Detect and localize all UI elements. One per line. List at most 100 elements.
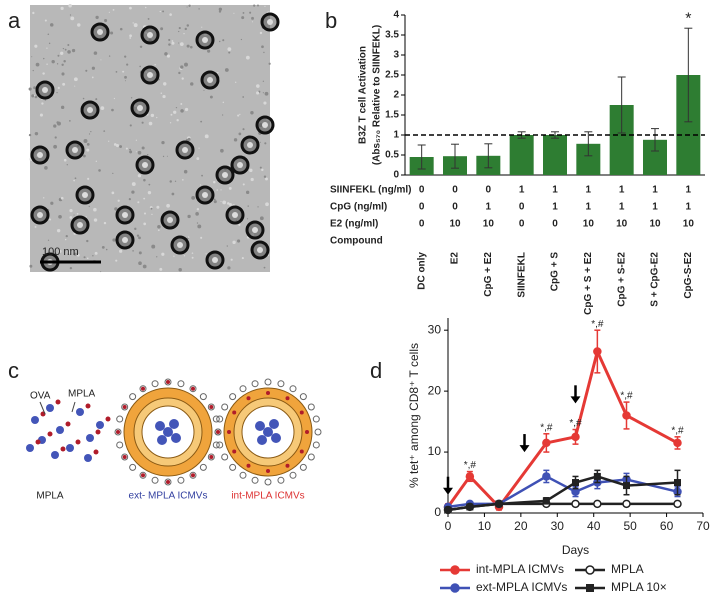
particle bbox=[72, 147, 78, 153]
table-cell: 1 bbox=[486, 202, 492, 213]
speckle bbox=[218, 7, 223, 11]
speckle bbox=[142, 264, 147, 269]
speckle bbox=[119, 249, 123, 253]
adjuvant bbox=[246, 396, 251, 401]
table-cell: 10 bbox=[583, 219, 595, 230]
adjuvant bbox=[299, 410, 304, 415]
speckle bbox=[29, 264, 33, 268]
speckle bbox=[143, 197, 146, 200]
surface-lipid bbox=[314, 428, 322, 436]
speckle bbox=[66, 250, 71, 255]
surface-lipid bbox=[221, 453, 229, 461]
speckle bbox=[265, 177, 268, 181]
particle bbox=[90, 22, 110, 42]
speckle bbox=[170, 113, 173, 116]
speckle bbox=[85, 216, 87, 218]
speckle bbox=[159, 267, 163, 271]
speckle bbox=[86, 239, 89, 243]
adjuvant bbox=[75, 439, 81, 445]
table-cell: 0 bbox=[452, 202, 458, 213]
speckle bbox=[139, 45, 143, 49]
speckle bbox=[228, 186, 232, 190]
bar bbox=[509, 135, 534, 175]
micrograph-background bbox=[30, 5, 270, 272]
speckle bbox=[33, 86, 37, 90]
speckle bbox=[148, 183, 151, 186]
speckle bbox=[60, 6, 64, 11]
speckle bbox=[186, 6, 188, 8]
speckle bbox=[32, 69, 34, 72]
particle bbox=[267, 19, 273, 25]
speckle bbox=[191, 195, 196, 200]
speckle bbox=[162, 155, 165, 158]
speckle bbox=[35, 62, 40, 67]
speckle bbox=[268, 62, 271, 65]
speckle bbox=[200, 120, 203, 123]
speckle bbox=[129, 34, 132, 38]
speckle bbox=[246, 218, 249, 220]
speckle bbox=[233, 12, 235, 14]
speckle bbox=[63, 158, 67, 162]
speckle bbox=[224, 68, 229, 72]
surface-lipid bbox=[216, 441, 224, 449]
diagram-label: int-MPLA ICMVs bbox=[231, 491, 304, 502]
speckle bbox=[259, 216, 264, 221]
speckle bbox=[54, 136, 57, 139]
speckle bbox=[147, 190, 152, 195]
speckle bbox=[263, 51, 265, 54]
speckle bbox=[143, 178, 146, 182]
speckle bbox=[56, 63, 59, 65]
particle bbox=[140, 65, 160, 85]
speckle bbox=[144, 6, 147, 9]
surface-lipid bbox=[151, 476, 159, 484]
speckle bbox=[264, 142, 267, 145]
speckle bbox=[169, 13, 172, 16]
particle bbox=[207, 77, 213, 83]
adjuvant bbox=[95, 429, 101, 435]
category-label: CpG-S-E2 bbox=[683, 252, 694, 299]
speckle bbox=[100, 59, 102, 61]
speckle bbox=[218, 10, 222, 13]
antigen bbox=[157, 435, 167, 445]
speckle bbox=[164, 52, 168, 56]
surface-lipid bbox=[264, 478, 272, 486]
injection-arrow-head bbox=[519, 445, 530, 453]
speckle bbox=[191, 256, 194, 259]
panel-label: c bbox=[8, 358, 19, 383]
adjuvant bbox=[209, 405, 214, 409]
antigen bbox=[263, 427, 273, 437]
speckle bbox=[245, 190, 250, 195]
marker bbox=[622, 411, 631, 420]
speckle bbox=[222, 114, 224, 116]
adjuvant bbox=[122, 405, 127, 409]
speckle bbox=[182, 179, 184, 181]
table-cell: 10 bbox=[483, 219, 495, 230]
speckle bbox=[124, 55, 127, 58]
x-tick-label: 60 bbox=[660, 519, 674, 533]
speckle bbox=[255, 84, 260, 88]
speckle bbox=[168, 38, 171, 42]
speckle bbox=[66, 164, 68, 166]
series-line bbox=[447, 475, 678, 512]
legend-marker bbox=[585, 565, 595, 575]
speckle bbox=[217, 71, 219, 74]
particle bbox=[257, 247, 263, 253]
speckle bbox=[60, 51, 64, 55]
speckle bbox=[241, 257, 244, 260]
surface-lipid bbox=[116, 441, 124, 449]
diagram-label: MPLA bbox=[68, 389, 96, 400]
speckle bbox=[183, 169, 188, 174]
speckle bbox=[67, 43, 70, 46]
marker bbox=[673, 499, 682, 509]
table-cell: 0 bbox=[419, 185, 425, 196]
particle bbox=[212, 257, 218, 263]
surface-lipid bbox=[129, 393, 137, 401]
speckle bbox=[122, 70, 125, 73]
adjuvant bbox=[166, 380, 170, 384]
speckle bbox=[141, 146, 145, 150]
speckle bbox=[156, 116, 158, 119]
speckle bbox=[200, 236, 203, 239]
speckle bbox=[114, 207, 118, 211]
particle bbox=[122, 237, 128, 243]
particle bbox=[37, 212, 43, 218]
